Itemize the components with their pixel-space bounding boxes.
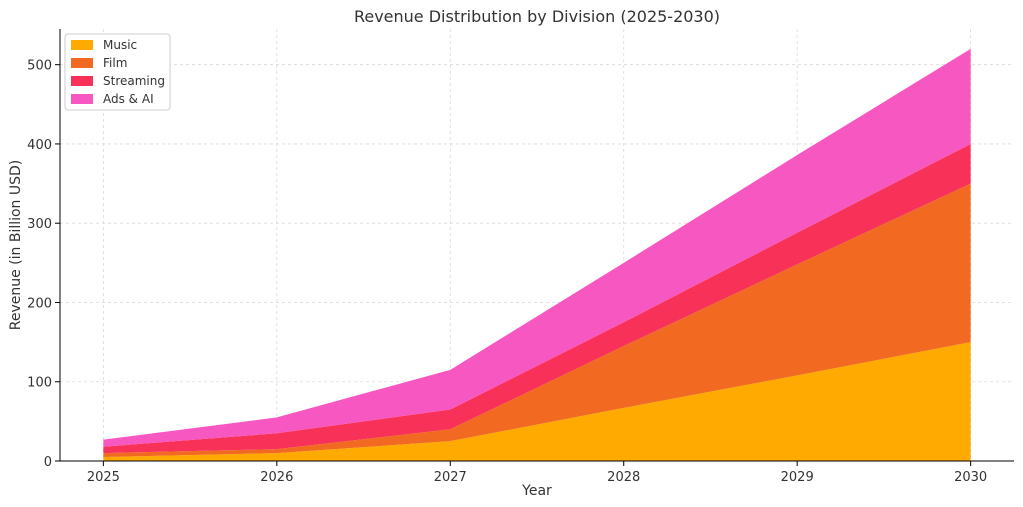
tick-labels: 2025 2026 2027 2028 2029 2030 0 100 200 300 400 500 (27, 59, 987, 485)
y-tick-label: 100 (27, 376, 52, 391)
y-tick-label: 500 (27, 59, 52, 74)
x-axis-label: Year (521, 483, 552, 499)
legend-entry: Ads & AI (71, 92, 154, 106)
y-axis-label: Revenue (in Billion USD) (8, 160, 24, 331)
y-tick-label: 300 (27, 217, 52, 232)
x-tick-label: 2026 (260, 470, 293, 485)
x-tick-label: 2030 (954, 470, 987, 485)
legend-label: Film (103, 56, 127, 70)
x-tick-label: 2025 (87, 470, 120, 485)
legend-swatch (71, 94, 93, 104)
x-tick-label: 2028 (607, 470, 640, 485)
area-series-film (103, 183, 971, 458)
area-series-music (103, 342, 971, 461)
legend-entry: Film (71, 56, 127, 70)
x-tick-label: 2029 (781, 470, 814, 485)
legend-label: Music (103, 38, 137, 52)
legend-frame (64, 33, 171, 111)
legend-label: Ads & AI (103, 92, 154, 106)
legend-label: Streaming (103, 74, 165, 88)
legend-swatch (71, 76, 93, 86)
y-tick-label: 200 (27, 296, 52, 311)
y-tick-label: 400 (27, 138, 52, 153)
x-tick-label: 2027 (434, 470, 467, 485)
chart-title: Revenue Distribution by Division (2025-2… (354, 7, 720, 26)
legend-entry: Streaming (71, 74, 165, 88)
stacked-areas (103, 48, 971, 461)
legend-entry: Music (71, 38, 137, 52)
legend-swatch (71, 58, 93, 68)
legend: Music Film Streaming Ads & AI (64, 33, 171, 111)
legend-swatch (71, 40, 93, 50)
axes (55, 29, 1014, 466)
y-tick-label: 0 (44, 455, 52, 470)
